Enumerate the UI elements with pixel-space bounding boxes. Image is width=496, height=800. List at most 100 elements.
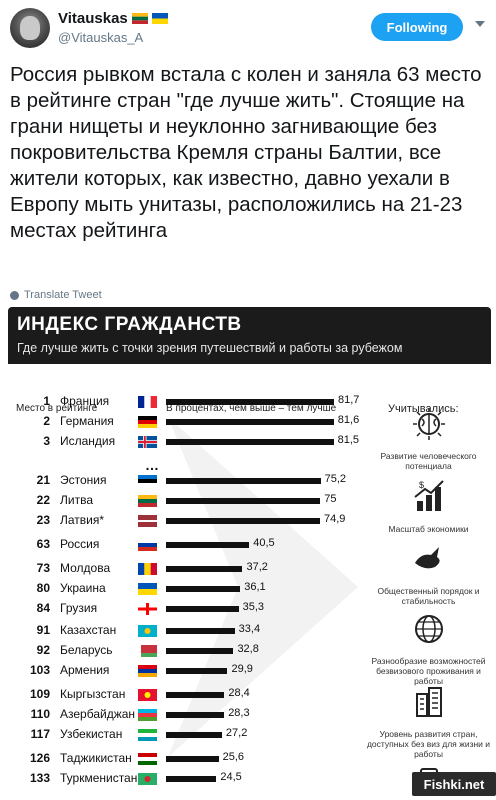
value-label: 32,8 bbox=[237, 643, 259, 655]
percent-column-header: В процентах, чем выше – тем лучше bbox=[166, 403, 337, 414]
value-label: 29,9 bbox=[231, 663, 253, 675]
country-name: Россия bbox=[60, 537, 100, 551]
value-label: 74,9 bbox=[324, 513, 346, 525]
lithuania-flag-icon bbox=[131, 13, 148, 24]
factor-label: Общественный порядок и стабильность bbox=[377, 586, 480, 606]
value-label: 27,2 bbox=[225, 727, 248, 739]
rank-number: 91 bbox=[36, 623, 50, 637]
globe-icon bbox=[10, 290, 19, 300]
rank-number: 80 bbox=[36, 581, 50, 595]
avatar-face bbox=[20, 16, 40, 40]
factor-development-level: Уровень развития стран, доступных без ви… bbox=[366, 682, 491, 759]
is-flag-icon bbox=[138, 436, 157, 448]
de-flag-icon bbox=[138, 416, 157, 428]
tweet-image[interactable]: ИНДЕКС ГРАЖДАНСТВ Где лучше жить с точки… bbox=[8, 307, 491, 795]
ranking-row: 23 Латвия* 74,9 bbox=[8, 510, 388, 530]
translate-tweet-label: Translate Tweet bbox=[24, 289, 102, 301]
tj-flag-icon bbox=[138, 753, 157, 765]
value-label: 75,2 bbox=[324, 473, 347, 485]
translate-tweet-link[interactable]: Translate Tweet bbox=[10, 289, 102, 301]
value-bar bbox=[166, 776, 217, 782]
country-name: Латвия* bbox=[60, 513, 105, 527]
user-avatar[interactable] bbox=[10, 8, 50, 48]
country-name: Азербайджан bbox=[60, 707, 136, 721]
lt-flag-icon bbox=[138, 495, 157, 507]
rank-number: 133 bbox=[29, 771, 50, 785]
country-name: Исландия bbox=[60, 434, 116, 448]
following-button[interactable]: Following bbox=[371, 13, 463, 41]
country-name: Армения bbox=[60, 663, 110, 677]
factor-label: Масштаб экономики bbox=[388, 524, 469, 534]
factor-label: Уровень развития стран, доступных без ви… bbox=[366, 729, 491, 759]
buildings-icon bbox=[415, 687, 442, 717]
md-flag-icon bbox=[138, 563, 157, 575]
ranking-row: 22 Литва 75 bbox=[8, 490, 388, 510]
country-name: Кыргызстан bbox=[60, 687, 126, 701]
value-label: 33,4 bbox=[238, 623, 261, 635]
rank-number: 103 bbox=[29, 663, 50, 677]
ee-flag-icon bbox=[138, 475, 157, 487]
rank-number: 92 bbox=[36, 643, 50, 657]
value-label: 81,6 bbox=[337, 414, 360, 426]
ge-flag-icon bbox=[138, 603, 157, 615]
ranking-row: 92 Беларусь 32,8 bbox=[8, 640, 388, 660]
tm-flag-icon bbox=[138, 773, 157, 785]
ranking-row: 73 Молдова 37,2 bbox=[8, 558, 388, 578]
money-growth-icon: $ bbox=[413, 480, 444, 511]
value-bar bbox=[166, 498, 321, 504]
infographic-title: ИНДЕКС ГРАЖДАНСТВ bbox=[17, 314, 242, 335]
ellipsis-separator: … bbox=[145, 457, 160, 473]
country-name: Молдова bbox=[60, 561, 111, 575]
value-label: 28,4 bbox=[228, 687, 250, 699]
user-handle[interactable]: @Vitauskas_A bbox=[58, 30, 144, 45]
country-name: Таджикистан bbox=[60, 751, 132, 765]
value-bar bbox=[166, 648, 234, 654]
dove-icon bbox=[414, 547, 440, 569]
country-name: Узбекистан bbox=[60, 727, 123, 741]
rank-number: 3 bbox=[43, 434, 50, 448]
value-bar bbox=[166, 732, 222, 738]
display-name[interactable]: Vitauskas bbox=[58, 10, 168, 27]
value-label: 36,1 bbox=[244, 581, 266, 593]
factor-label: Разнообразие возможностей безвизового пр… bbox=[371, 656, 486, 686]
country-name: Беларусь bbox=[60, 643, 113, 657]
factor-economy: $ Масштаб экономики bbox=[366, 477, 491, 534]
value-bar bbox=[166, 542, 250, 548]
by-flag-icon bbox=[138, 645, 157, 657]
display-name-text: Vitauskas bbox=[58, 10, 128, 27]
infographic-subtitle: Где лучше жить с точки зрения путешестви… bbox=[17, 341, 403, 355]
country-name: Эстония bbox=[60, 473, 107, 487]
ranking-row: 117 Узбекистан 27,2 bbox=[8, 724, 388, 744]
rank-number: 73 bbox=[36, 561, 50, 575]
lv-flag-icon bbox=[138, 515, 157, 527]
value-label: 24,5 bbox=[220, 771, 242, 783]
value-bar bbox=[166, 712, 225, 718]
value-bar bbox=[166, 606, 239, 612]
ranking-row: 63 Россия 40,5 bbox=[8, 534, 388, 554]
factor-human-potential: Развитие человеческого потенциала bbox=[366, 404, 491, 471]
rank-number: 109 bbox=[29, 687, 50, 701]
rank-number: 23 bbox=[36, 513, 50, 527]
value-bar bbox=[166, 399, 334, 405]
factor-public-order: Общественный порядок и стабильность bbox=[366, 539, 491, 606]
country-name: Грузия bbox=[60, 601, 98, 615]
ranking-row: 1 Франция 81,7 bbox=[8, 391, 388, 411]
value-label: 81,5 bbox=[337, 434, 359, 446]
az-flag-icon bbox=[138, 709, 157, 721]
tweet-text: Россия рывком встала с колен и заняла 63… bbox=[10, 63, 482, 242]
ukraine-flag-icon bbox=[151, 13, 168, 24]
value-label: 35,3 bbox=[242, 601, 264, 613]
ranking-row: 126 Таджикистан 25,6 bbox=[8, 748, 388, 768]
country-name: Казахстан bbox=[60, 623, 117, 637]
rank-number: 126 bbox=[29, 751, 50, 765]
value-bar bbox=[166, 628, 235, 634]
value-bar bbox=[166, 668, 228, 674]
ranking-row: 109 Кыргызстан 28,4 bbox=[8, 684, 388, 704]
chevron-down-icon[interactable] bbox=[475, 21, 485, 27]
value-label: 40,5 bbox=[253, 537, 275, 549]
ranking-row: 80 Украина 36,1 bbox=[8, 578, 388, 598]
value-bar bbox=[166, 518, 321, 524]
brain-icon bbox=[412, 408, 445, 440]
fr-flag-icon bbox=[138, 396, 157, 408]
ranking-row: 91 Казахстан 33,4 bbox=[8, 620, 388, 640]
